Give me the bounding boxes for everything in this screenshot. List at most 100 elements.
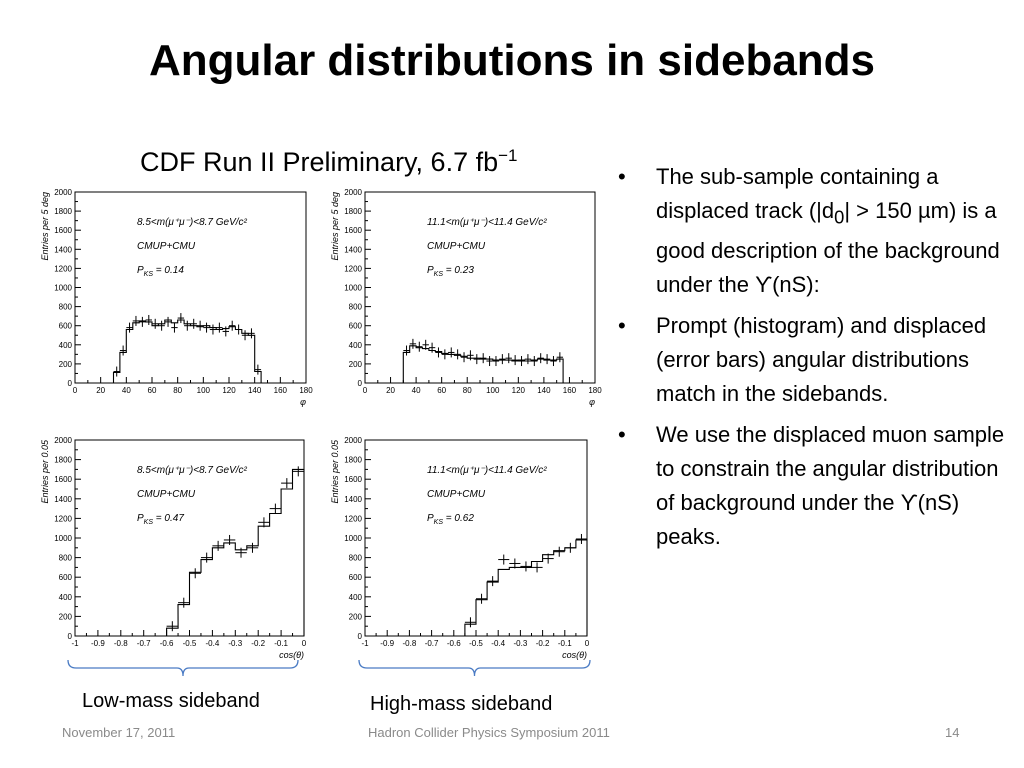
displaced-error-bar-point <box>190 318 197 329</box>
displaced-error-bar-point <box>531 356 538 367</box>
x-tick-label: -0.1 <box>558 639 572 648</box>
footer-date: November 17, 2011 <box>62 725 176 740</box>
x-tick-label: -0.1 <box>274 639 288 648</box>
displaced-error-bar-point <box>235 547 247 558</box>
displaced-error-bar-point <box>467 350 474 361</box>
displaced-error-bar-point <box>511 355 519 366</box>
bullet-subscript: 0 <box>834 206 845 228</box>
x-tick-label: -0.7 <box>137 639 151 648</box>
plot-annotation: PKS = 0.23 <box>427 265 474 278</box>
slide-title: Angular distributions in sidebands <box>148 36 876 85</box>
x-axis-label: cos(θ) <box>562 650 587 660</box>
plot-annotation: CMUP+CMU <box>427 489 486 500</box>
y-tick-label: 0 <box>358 632 363 641</box>
y-tick-label: 1600 <box>54 475 72 484</box>
x-tick-label: -0.3 <box>228 639 242 648</box>
displaced-error-bar-point <box>164 316 172 327</box>
displaced-error-bar-point <box>126 322 133 333</box>
displaced-error-bar-point <box>564 542 576 553</box>
displaced-error-bar-point <box>189 568 201 579</box>
y-axis-label: Entries per 0.05 <box>40 439 50 504</box>
y-axis-label: Entries per 5 deg <box>40 192 50 261</box>
x-tick-label: 0 <box>585 639 590 648</box>
displaced-error-bar-point <box>537 353 544 364</box>
bullet-item: The sub-sample containing a displaced tr… <box>618 160 1010 302</box>
x-tick-label: 180 <box>299 386 313 395</box>
y-tick-label: 1000 <box>54 534 72 543</box>
annotation-part: P <box>427 513 434 524</box>
displaced-error-bar-point <box>441 349 449 360</box>
annotation-subscript: KS <box>144 519 154 526</box>
x-tick-label: 140 <box>537 386 551 395</box>
displaced-error-bar-point <box>119 345 127 356</box>
x-tick-label: -0.7 <box>425 639 439 648</box>
displaced-error-bar-point <box>212 540 224 551</box>
displaced-error-bar-point <box>476 593 488 604</box>
prompt-histogram-series <box>453 539 588 637</box>
displaced-error-bar-point <box>416 341 423 352</box>
displaced-error-bar-point <box>480 353 487 364</box>
displaced-error-bar-point <box>152 318 159 329</box>
displaced-error-bar-point <box>531 562 543 573</box>
displaced-error-bar-point <box>543 354 551 365</box>
x-tick-label: 100 <box>486 386 500 395</box>
x-tick-label: -0.5 <box>469 639 483 648</box>
displaced-error-bar-point <box>209 324 217 335</box>
prompt-histogram-series <box>107 319 281 384</box>
displaced-error-bar-point <box>241 330 249 341</box>
displaced-error-bar-point <box>505 353 512 364</box>
x-axis-label: φ <box>300 397 306 407</box>
y-tick-label: 0 <box>68 379 73 388</box>
displaced-error-bar-point <box>196 320 204 331</box>
y-tick-label: 800 <box>349 303 363 312</box>
y-tick-label: 1200 <box>344 514 362 523</box>
x-tick-label: 120 <box>222 386 236 395</box>
x-tick-label: 80 <box>463 386 472 395</box>
x-tick-label: 40 <box>412 386 421 395</box>
y-tick-label: 600 <box>59 573 73 582</box>
high-mass-sideband-label: High-mass sideband <box>370 693 553 715</box>
plot-annotation: PKS = 0.47 <box>137 513 184 526</box>
annotation-subscript: KS <box>144 271 154 278</box>
bullet-text: | > 150 µm) is a good description of the… <box>656 198 1000 298</box>
annotation-part: P <box>427 265 434 276</box>
y-axis-label: Entries per 0.05 <box>330 439 340 504</box>
x-tick-label: -0.9 <box>380 639 394 648</box>
cdf-label-text: CDF Run II Preliminary, 6.7 fb <box>140 147 499 177</box>
footer-page-number: 14 <box>945 725 960 740</box>
x-tick-label: -1 <box>361 639 369 648</box>
x-tick-label: 20 <box>96 386 105 395</box>
displaced-error-bar-point <box>184 320 191 331</box>
displaced-error-bar-point <box>246 542 259 553</box>
y-tick-label: 2000 <box>54 436 72 445</box>
y-tick-label: 600 <box>349 573 363 582</box>
plot-annotation: 8.5<m(μ⁺μ⁻)<8.7 GeV/c² <box>137 217 248 228</box>
cdf-label-superscript: −1 <box>498 146 518 165</box>
displaced-error-bar-point <box>448 347 455 358</box>
displaced-error-bar-point <box>454 349 461 360</box>
footer-event: Hadron Collider Physics Symposium 2011 <box>368 725 610 740</box>
y-tick-label: 600 <box>59 322 73 331</box>
y-tick-label: 1400 <box>54 245 72 254</box>
y-tick-label: 400 <box>349 593 363 602</box>
y-tick-label: 1000 <box>54 284 72 293</box>
displaced-error-bar-point <box>216 322 223 333</box>
sideband-bracket <box>358 659 591 677</box>
y-tick-label: 1600 <box>54 226 72 235</box>
x-tick-label: 40 <box>122 386 131 395</box>
displaced-error-bar-point <box>524 354 532 365</box>
displaced-error-bar-point <box>487 576 499 587</box>
displaced-error-bar-point <box>113 366 120 377</box>
displaced-error-bar-point <box>556 352 564 363</box>
displaced-error-bar-point <box>464 617 476 628</box>
sideband-bracket <box>67 659 299 677</box>
bullet-item: Prompt (histogram) and displaced (error … <box>618 309 1010 411</box>
displaced-error-bar-point <box>248 328 255 339</box>
x-tick-label: 120 <box>512 386 526 395</box>
y-tick-label: 1400 <box>344 495 362 504</box>
y-tick-label: 0 <box>68 632 73 641</box>
plot-annotation: 11.1<m(μ⁺μ⁻)<11.4 GeV/c² <box>427 465 547 476</box>
displaced-error-bar-point <box>460 352 468 363</box>
displaced-error-bar-point <box>498 554 510 565</box>
annotation-part: = 0.23 <box>443 265 474 276</box>
